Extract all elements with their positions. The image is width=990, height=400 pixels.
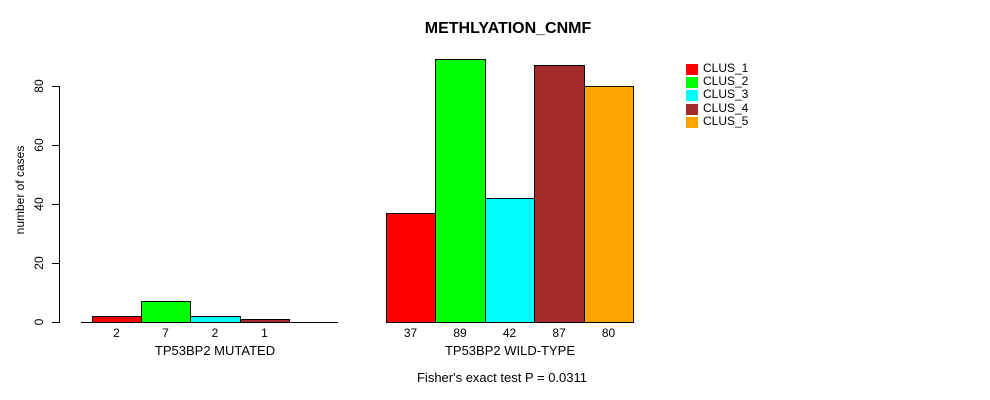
legend-label: CLUS_4: [703, 101, 749, 115]
bar-clus_2: [435, 59, 486, 323]
legend-label: CLUS_5: [703, 114, 749, 128]
legend-swatch-clus_4: [686, 104, 698, 115]
y-axis-label: number of cases: [13, 145, 27, 235]
bar-clus_2: [141, 301, 191, 323]
bar-value-label: 89: [453, 326, 467, 340]
chart-title: METHLYATION_CNMF: [424, 20, 592, 37]
bar-value-label: 2: [113, 326, 120, 340]
legend-label: CLUS_3: [703, 87, 749, 101]
bar-value-label: 42: [502, 326, 517, 340]
bar-clus_1: [386, 213, 436, 323]
bar-value-label: 1: [261, 326, 268, 340]
legend-swatch-clus_5: [686, 117, 698, 128]
y-axis-line: [59, 86, 60, 323]
y-tick-mark: [52, 322, 59, 323]
y-tick-label: 60: [32, 138, 46, 152]
bar-clus_5: [584, 86, 634, 323]
legend-swatch-clus_1: [686, 64, 698, 75]
legend-swatch-clus_2: [686, 77, 698, 88]
bar-value-label: 87: [552, 326, 566, 340]
bar-clus_1: [92, 316, 142, 323]
bar-value-label: 2: [211, 326, 219, 340]
y-tick-label: 0: [32, 318, 46, 326]
bar-clus_4: [534, 65, 585, 323]
legend-swatch-clus_3: [686, 90, 698, 101]
bar-clus_4: [240, 319, 290, 323]
bar-value-label: 80: [601, 326, 616, 340]
bar-clus_3: [190, 316, 241, 323]
y-tick-label: 20: [32, 256, 46, 270]
bar-value-label: 37: [403, 326, 418, 340]
y-tick-mark: [52, 263, 59, 264]
y-tick-mark: [52, 204, 59, 205]
y-tick-mark: [52, 86, 59, 87]
legend-label: CLUS_2: [703, 74, 749, 88]
group-label: TP53BP2 MUTATED: [154, 343, 276, 358]
bar-clus_3: [485, 198, 535, 323]
group-label: TP53BP2 WILD-TYPE: [444, 343, 576, 358]
legend-label: CLUS_1: [703, 61, 749, 75]
bar-value-label: 7: [162, 326, 169, 340]
y-tick-mark: [52, 145, 59, 146]
y-tick-label: 80: [32, 79, 46, 93]
fisher-test-annotation: Fisher's exact test P = 0.0311: [416, 370, 587, 385]
y-tick-label: 40: [32, 197, 46, 211]
